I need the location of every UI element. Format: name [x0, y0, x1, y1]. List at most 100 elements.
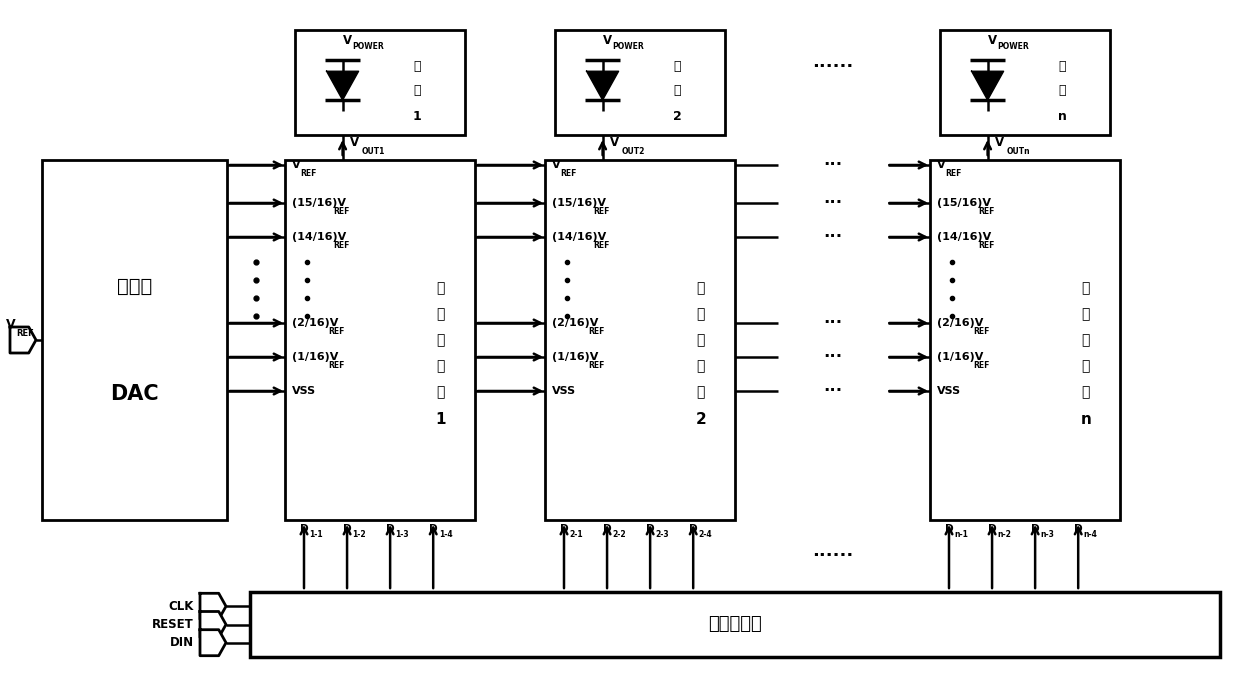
Bar [285, 160, 475, 520]
Text: V: V [603, 34, 611, 47]
Text: CLK: CLK [169, 600, 193, 613]
Text: REF: REF [300, 169, 316, 178]
Text: D: D [988, 524, 997, 534]
Text: V: V [937, 160, 946, 170]
Bar [250, 592, 1220, 657]
Text: D: D [342, 524, 351, 534]
Text: 器: 器 [697, 385, 706, 399]
Text: REF: REF [329, 362, 345, 371]
Text: 数: 数 [697, 281, 706, 295]
Text: (14/16)V: (14/16)V [291, 232, 346, 242]
Bar [940, 30, 1110, 135]
Text: 2: 2 [673, 109, 682, 123]
Text: 1-2: 1-2 [352, 530, 366, 539]
Text: D: D [603, 524, 611, 534]
Text: V: V [610, 136, 619, 149]
Polygon shape [972, 72, 1003, 100]
Polygon shape [200, 612, 226, 637]
Text: REF: REF [589, 327, 605, 337]
Text: ···: ··· [823, 228, 842, 246]
Text: REF: REF [978, 207, 994, 217]
Text: DAC: DAC [110, 384, 159, 404]
Text: 数: 数 [436, 281, 445, 295]
Text: REF: REF [334, 207, 350, 217]
Text: POWER: POWER [998, 42, 1029, 51]
Text: n-3: n-3 [1040, 530, 1054, 539]
Text: n-2: n-2 [997, 530, 1012, 539]
Text: 像: 像 [673, 60, 681, 74]
Text: REF: REF [594, 207, 610, 217]
Bar [295, 30, 465, 135]
Text: 2-1: 2-1 [569, 530, 583, 539]
Text: D: D [945, 524, 954, 534]
Polygon shape [587, 72, 619, 100]
Text: REF: REF [973, 327, 990, 337]
Polygon shape [10, 327, 36, 353]
Text: ···: ··· [823, 382, 842, 400]
Text: (2/16)V: (2/16)V [552, 318, 599, 328]
Text: RESET: RESET [153, 618, 193, 631]
Text: REF: REF [334, 242, 350, 250]
Text: D: D [646, 524, 655, 534]
Text: 数: 数 [1081, 281, 1090, 295]
Text: ···: ··· [823, 348, 842, 366]
Text: D: D [429, 524, 438, 534]
Text: 共享式: 共享式 [117, 277, 153, 296]
Text: V: V [291, 160, 300, 170]
Text: D: D [689, 524, 698, 534]
Polygon shape [200, 630, 226, 655]
Text: n-1: n-1 [955, 530, 968, 539]
Text: ···: ··· [823, 194, 842, 212]
Text: POWER: POWER [352, 42, 384, 51]
Text: 据: 据 [697, 307, 706, 321]
Text: 素: 素 [673, 84, 681, 97]
Text: 2: 2 [696, 412, 706, 427]
Text: ···: ··· [823, 314, 842, 332]
Text: D: D [559, 524, 568, 534]
Text: (15/16)V: (15/16)V [937, 198, 991, 208]
Text: 据: 据 [1081, 307, 1090, 321]
Text: V: V [350, 136, 358, 149]
Text: n: n [1058, 109, 1066, 123]
Text: D: D [386, 524, 394, 534]
Text: 选: 选 [697, 333, 706, 347]
Text: REF: REF [594, 242, 610, 250]
Text: OUT1: OUT1 [362, 147, 384, 156]
Text: ······: ······ [812, 59, 853, 76]
Text: (1/16)V: (1/16)V [937, 352, 983, 362]
Text: V: V [994, 136, 1003, 149]
Text: VSS: VSS [291, 386, 316, 396]
Text: 2-2: 2-2 [613, 530, 626, 539]
Text: REF: REF [973, 362, 990, 371]
Text: REF: REF [945, 169, 961, 178]
Text: 据: 据 [436, 307, 445, 321]
Text: VSS: VSS [937, 386, 961, 396]
Text: OUTn: OUTn [1007, 147, 1030, 156]
Text: (2/16)V: (2/16)V [937, 318, 983, 328]
Text: 1-1: 1-1 [310, 530, 324, 539]
Text: 1-3: 1-3 [396, 530, 409, 539]
Bar [42, 160, 227, 520]
Text: (14/16)V: (14/16)V [937, 232, 991, 242]
Text: ······: ······ [812, 547, 853, 565]
Text: V: V [987, 34, 997, 47]
Polygon shape [326, 72, 358, 100]
Text: 像: 像 [414, 60, 422, 74]
Text: 移位寄存器: 移位寄存器 [708, 616, 761, 634]
Text: 像: 像 [1059, 60, 1066, 74]
Text: 器: 器 [1081, 385, 1090, 399]
Text: REF: REF [978, 242, 994, 250]
Text: 1: 1 [435, 412, 446, 427]
Text: 素: 素 [1059, 84, 1066, 97]
Text: 选: 选 [1081, 333, 1090, 347]
Text: 2-4: 2-4 [698, 530, 712, 539]
Text: V: V [552, 160, 560, 170]
Text: 1-4: 1-4 [439, 530, 453, 539]
Text: n: n [1080, 412, 1091, 427]
Text: (15/16)V: (15/16)V [291, 198, 346, 208]
Bar [546, 160, 735, 520]
Text: (1/16)V: (1/16)V [291, 352, 339, 362]
Text: 素: 素 [414, 84, 422, 97]
Text: n-4: n-4 [1084, 530, 1097, 539]
Text: REF: REF [589, 362, 605, 371]
